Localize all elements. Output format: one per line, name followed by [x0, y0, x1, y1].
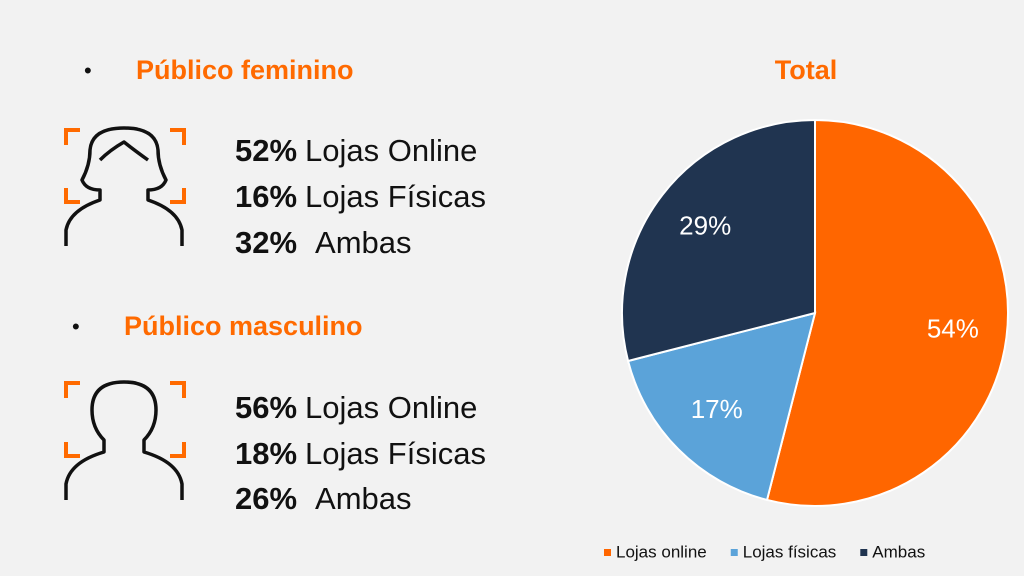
legend-swatch	[730, 549, 738, 556]
bullet: •	[72, 314, 80, 339]
pie-chart: 54% 17% 29% Lojas online Lojas físicas Ambas	[604, 118, 1009, 561]
pie-slice	[626, 311, 817, 502]
stat-line: 18% Lojas Físicas	[235, 436, 486, 471]
section-heading: Público masculino	[124, 311, 363, 341]
legend-swatch	[604, 549, 611, 556]
data-label: 17%	[691, 394, 743, 424]
stat-line: 26% Ambas	[235, 481, 412, 516]
legend-label: Lojas físicas	[743, 542, 837, 561]
data-label: 54%	[927, 313, 979, 343]
legend-label: Lojas online	[616, 542, 707, 561]
male-icon	[64, 380, 186, 500]
stat-line: 56% Lojas Online	[235, 390, 477, 425]
stat-line: 52% Lojas Online	[235, 133, 477, 168]
chart-title: Total	[775, 55, 838, 85]
female-icon	[64, 126, 186, 246]
pie-slice	[765, 118, 1009, 507]
stat-line: 32% Ambas	[235, 225, 412, 260]
legend-swatch	[860, 549, 868, 556]
pie-slice	[621, 118, 816, 363]
data-label: 29%	[679, 211, 731, 241]
section-heading: Público feminino	[136, 55, 354, 85]
bullet: •	[84, 58, 92, 83]
stat-line: 16% Lojas Físicas	[235, 179, 486, 214]
legend-label: Ambas	[872, 542, 925, 561]
